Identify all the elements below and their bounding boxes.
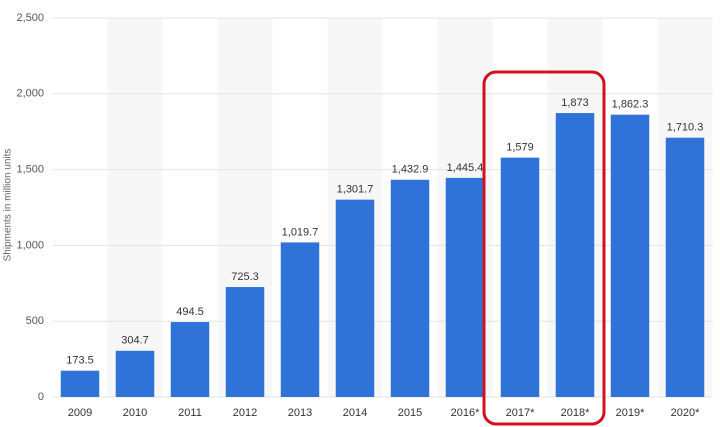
x-tick-label: 2012 [233,407,257,419]
value-label: 1,301.7 [337,184,374,196]
value-label: 1,432.9 [392,164,429,176]
bar [665,137,705,398]
x-tick-label: 2019* [616,407,645,419]
stripe [107,18,163,397]
highlight-box [482,70,606,426]
value-label: 1,445.4 [447,162,484,174]
bar [610,114,650,397]
bar [445,177,485,397]
bar [225,287,265,397]
y-tick-label: 2,000 [16,88,44,100]
value-label: 494.5 [176,306,204,318]
y-tick-label: 1,500 [16,164,44,176]
value-label: 1,019.7 [282,226,319,238]
bar [280,242,320,397]
bar [170,322,210,397]
x-tick-label: 2015 [398,407,422,419]
y-tick-label: 0 [38,391,44,403]
x-tick-label: 2011 [178,407,202,419]
y-tick-label: 2,500 [16,12,44,24]
bar [555,113,595,398]
value-label: 1,710.3 [667,122,704,134]
x-tick-label: 2018* [561,407,590,419]
x-tick-label: 2009 [68,407,92,419]
x-tick-label: 2010 [123,407,147,419]
value-label: 304.7 [121,335,149,347]
bar [500,157,540,397]
value-label: 1,873 [561,97,589,109]
bar [390,179,430,397]
y-tick-label: 1,000 [16,239,44,251]
x-tick-label: 2020* [671,407,700,419]
x-tick-label: 2017* [506,407,535,419]
x-tick-label: 2013 [288,407,312,419]
value-label: 725.3 [231,271,259,283]
y-axis-label: Shipments in million units [3,149,14,262]
bar [60,370,100,397]
x-tick-label: 2016* [451,407,480,419]
y-tick-label: 500 [26,315,44,327]
value-label: 1,579 [506,142,534,154]
value-label: 173.5 [66,355,94,367]
x-tick-label: 2014 [343,407,367,419]
bar [335,199,375,397]
value-label: 1,862.3 [612,99,649,111]
bar [115,350,155,397]
